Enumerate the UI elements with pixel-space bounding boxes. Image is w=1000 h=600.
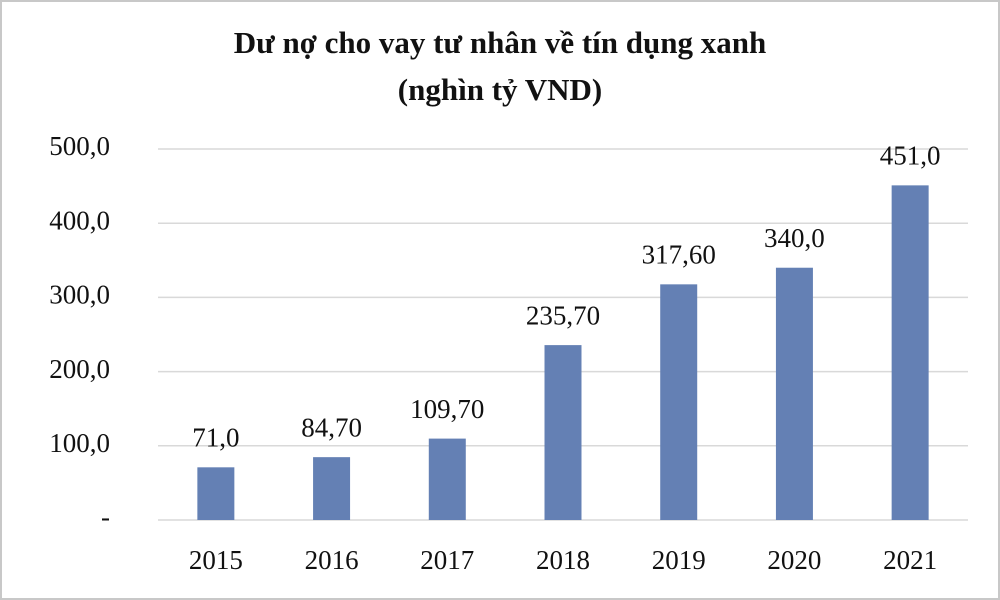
x-tick-label: 2018 (536, 545, 590, 575)
data-label: 317,60 (642, 240, 716, 270)
y-tick-label: 200,0 (49, 354, 110, 384)
data-label: 235,70 (526, 300, 600, 330)
chart-title: Dư nợ cho vay tư nhân về tín dụng xanh (234, 25, 766, 60)
x-tick-label: 2017 (420, 545, 474, 575)
data-label: 84,70 (301, 412, 362, 442)
x-tick-label: 2021 (883, 545, 937, 575)
bar (428, 438, 466, 520)
bar (544, 345, 582, 520)
y-tick-label: - (101, 502, 110, 532)
data-label: 340,0 (764, 223, 825, 253)
bar (197, 467, 235, 520)
data-label: 109,70 (410, 394, 484, 424)
x-tick-label: 2015 (189, 545, 243, 575)
y-tick-label: 500,0 (49, 131, 110, 161)
x-tick-label: 2016 (305, 545, 359, 575)
bar (313, 457, 351, 520)
y-tick-label: 300,0 (49, 280, 110, 310)
x-tick-label: 2020 (767, 545, 821, 575)
data-label: 451,0 (880, 141, 941, 171)
bar (775, 267, 813, 520)
data-label: 71,0 (192, 423, 239, 453)
y-tick-label: 100,0 (49, 428, 110, 458)
bar (891, 185, 929, 520)
bar (660, 284, 698, 520)
x-tick-label: 2019 (652, 545, 706, 575)
chart-subtitle: (nghìn tỷ VND) (398, 72, 602, 107)
y-tick-label: 400,0 (49, 205, 110, 235)
